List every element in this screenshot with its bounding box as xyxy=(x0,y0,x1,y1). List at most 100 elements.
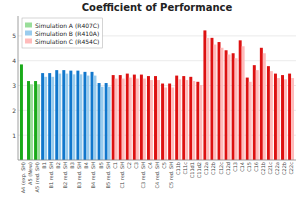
x-tick-label: A5 (New) xyxy=(27,162,33,185)
grid-line xyxy=(18,60,296,61)
bar xyxy=(185,80,188,160)
x-tick-label: A4 (exp. SH) xyxy=(20,162,27,193)
x-tick-label: C11d1 xyxy=(189,162,195,178)
bar xyxy=(213,45,216,160)
bar xyxy=(136,79,139,160)
bar xyxy=(171,88,174,160)
x-tick-label: C13 xyxy=(232,162,238,172)
bar xyxy=(108,87,111,160)
bar xyxy=(83,72,86,160)
bar xyxy=(72,74,75,160)
legend-label: Simulation A (R407C) xyxy=(35,22,99,29)
bar xyxy=(154,76,157,160)
bar xyxy=(37,84,40,160)
x-tick-label: C11d2 xyxy=(196,162,202,178)
bar xyxy=(41,73,44,160)
x-tick-label: C22c xyxy=(288,162,294,175)
bar xyxy=(20,64,23,160)
bar xyxy=(157,80,160,160)
x-tick-label: C16 xyxy=(253,162,259,172)
bar xyxy=(147,76,150,160)
x-tick-label: B1 red. SH xyxy=(48,162,54,189)
x-tick-label: B2 red. SH xyxy=(62,162,68,189)
bar xyxy=(281,75,284,160)
bar xyxy=(143,79,146,160)
x-tick-label: C12b xyxy=(210,162,216,175)
bar xyxy=(98,83,101,160)
bar xyxy=(69,71,72,160)
bar xyxy=(263,53,266,160)
bar xyxy=(206,38,209,160)
legend-swatch xyxy=(25,31,32,36)
bar xyxy=(253,65,256,160)
x-tick-label: C3 red. SH xyxy=(140,162,146,189)
bar xyxy=(34,81,37,160)
bar xyxy=(232,53,235,160)
x-tick-label: A5 (red. SH) xyxy=(34,162,40,192)
x-tick-label: B2 xyxy=(55,162,61,169)
x-tick-label: C12d xyxy=(225,162,231,175)
bar xyxy=(270,71,273,160)
bar xyxy=(51,77,54,160)
bar xyxy=(274,74,277,160)
bar xyxy=(235,58,238,160)
x-tick-label: C11c xyxy=(182,162,188,175)
bar xyxy=(168,84,171,160)
bar xyxy=(218,42,221,160)
x-tick-label: B3 xyxy=(69,162,75,169)
x-tick-label: C1 xyxy=(112,162,118,169)
bar xyxy=(203,30,206,160)
bar xyxy=(221,48,224,160)
x-tick-label: C5 xyxy=(161,162,167,169)
bar xyxy=(133,75,136,160)
x-tick-label: B5 red. SH xyxy=(105,162,111,189)
bar xyxy=(196,82,199,160)
bar xyxy=(122,79,125,160)
x-tick-label: C22a xyxy=(274,162,280,175)
bar xyxy=(112,75,115,160)
legend-swatch xyxy=(25,39,32,44)
bar xyxy=(225,50,228,160)
legend-swatch xyxy=(25,23,32,28)
x-tick-label: B4 red. SH xyxy=(90,162,96,189)
chart: Coefficient of Performance12345A4 (exp. … xyxy=(0,0,300,200)
x-tick-label: C14 xyxy=(239,162,245,172)
bar xyxy=(79,74,82,160)
bar xyxy=(58,74,61,160)
bar xyxy=(27,81,30,160)
bar xyxy=(150,80,153,160)
bar xyxy=(189,77,192,160)
bars xyxy=(20,30,294,160)
x-tick-label: C3 xyxy=(133,162,139,169)
bar xyxy=(228,54,231,160)
bar xyxy=(129,78,132,160)
bar xyxy=(242,46,245,160)
y-tick-label: 2 xyxy=(12,107,16,114)
bar xyxy=(246,78,249,160)
bar xyxy=(210,38,213,160)
bar xyxy=(62,70,65,160)
legend: Simulation A (R407C)Simulation B (R410A)… xyxy=(22,18,102,48)
y-tick-label: 4 xyxy=(12,57,16,64)
bar xyxy=(260,48,263,160)
bar xyxy=(126,74,129,160)
bar xyxy=(199,85,202,160)
x-tick-label: C12a xyxy=(203,162,209,175)
bar xyxy=(182,76,185,160)
bar xyxy=(161,84,164,160)
title: Coefficient of Performance xyxy=(82,2,233,13)
x-tick-label: C1 red. SH xyxy=(119,162,125,189)
bar xyxy=(284,79,287,160)
bar xyxy=(55,70,58,160)
bar xyxy=(140,75,143,160)
legend-label: Simulation B (R410A) xyxy=(35,30,99,37)
bar xyxy=(86,76,89,160)
x-tick-label: C2 xyxy=(126,162,132,169)
bar xyxy=(101,87,104,160)
legend-frame xyxy=(22,18,102,48)
bar xyxy=(249,82,252,160)
bar xyxy=(178,79,181,160)
bar xyxy=(44,77,47,160)
y-axis xyxy=(18,16,19,160)
bar xyxy=(48,73,51,160)
